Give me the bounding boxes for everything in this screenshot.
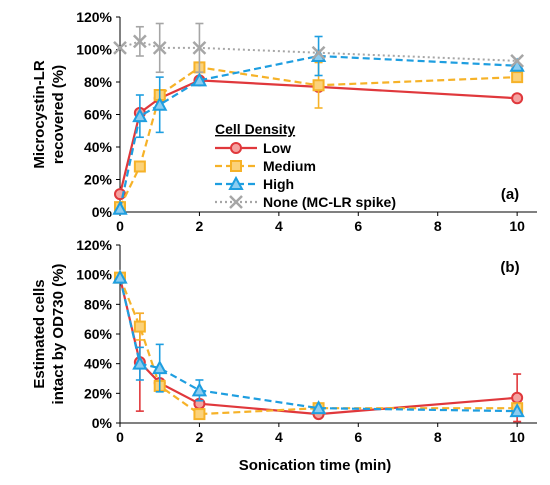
series-line <box>118 277 518 416</box>
x-tick-label: 8 <box>434 218 442 234</box>
x-tick-label: 10 <box>509 429 525 445</box>
data-point <box>310 400 327 415</box>
data-point <box>312 79 325 92</box>
data-point <box>192 40 207 55</box>
legend-label: Medium <box>263 158 316 174</box>
x-tick-label: 4 <box>275 429 283 445</box>
data-point <box>152 40 167 55</box>
y-tick-label: 120% <box>76 237 112 253</box>
series-medium <box>114 61 524 214</box>
series-high <box>112 269 525 418</box>
x-tick-label: 0 <box>116 429 124 445</box>
y-tick-label: 100% <box>76 42 112 58</box>
data-point <box>132 108 148 123</box>
data-point <box>112 269 128 284</box>
data-point <box>112 200 128 215</box>
legend-entry: Low <box>215 140 291 156</box>
x-tick-label: 8 <box>434 429 442 445</box>
data-point <box>509 403 525 418</box>
data-point <box>511 71 524 84</box>
y-tick-label: 60% <box>84 326 113 342</box>
data-point <box>152 96 168 111</box>
y-tick-label: 40% <box>84 356 113 372</box>
data-point <box>311 45 326 60</box>
data-point <box>191 382 208 397</box>
y-tick-label: 120% <box>76 9 112 25</box>
y-tick-label: 80% <box>84 296 113 312</box>
series-line <box>118 277 518 416</box>
panel-b: 0% 20% 40% 60% 80% 100% 120% 0 2 4 6 8 10 Estimated c… <box>31 237 537 445</box>
series-line <box>119 40 518 62</box>
data-point <box>132 34 147 49</box>
y-axis-title: intact by OD730 (%) <box>50 264 67 405</box>
y-tick-label: 0% <box>92 415 113 431</box>
data-point <box>152 360 168 375</box>
y-tick-label: 0% <box>92 204 113 220</box>
y-tick-label: 40% <box>84 139 113 155</box>
x-tick-label: 6 <box>354 429 362 445</box>
data-point <box>113 40 127 55</box>
data-point <box>193 408 206 421</box>
legend-label: None (MC-LR spike) <box>263 194 396 210</box>
x-axis-title: Sonication time (min) <box>239 457 392 474</box>
y-tick-label: 20% <box>84 172 113 188</box>
panel-a: 0% 20% 40% 60% 80% 100% 120% 0 2 4 6 8 10 Microcystin… <box>31 9 537 234</box>
legend-marker <box>229 195 243 209</box>
data-point <box>132 355 148 370</box>
series-none <box>113 22 525 74</box>
legend-marker <box>230 142 242 154</box>
series-low <box>114 271 524 423</box>
x-tick-label: 4 <box>275 218 283 234</box>
y-tick-label: 100% <box>76 267 112 283</box>
data-point <box>511 92 524 105</box>
legend-entry: None (MC-LR spike) <box>215 194 396 210</box>
data-point <box>511 391 524 404</box>
y-tick-label: 60% <box>84 107 113 123</box>
panel-label: (b) <box>500 259 519 276</box>
panel-label: (a) <box>501 186 519 203</box>
y-tick-label: 80% <box>84 74 113 90</box>
legend-marker <box>228 175 244 190</box>
x-tick-label: 2 <box>196 218 204 234</box>
legend-label: High <box>263 176 294 192</box>
y-tick-label: 20% <box>84 385 113 401</box>
data-point <box>510 53 525 68</box>
series-line <box>118 277 518 413</box>
y-axis-title: recovered (%) <box>50 65 67 164</box>
y-axis-title: Microcystin-LR <box>31 60 48 169</box>
x-tick-label: 2 <box>196 429 204 445</box>
series-medium <box>114 271 524 421</box>
data-point <box>191 72 208 87</box>
legend-label: Low <box>263 140 291 156</box>
legend: Cell Density Low Medium High None (MC-LR spi… <box>215 121 396 210</box>
series-high <box>112 35 525 215</box>
legend-marker <box>230 160 242 172</box>
series-line <box>119 66 518 208</box>
x-tick-label: 0 <box>116 218 124 234</box>
legend-entry: Medium <box>215 158 316 174</box>
data-point <box>133 160 146 173</box>
y-axis-title: Estimated cells <box>31 279 48 388</box>
legend-title: Cell Density <box>215 121 295 137</box>
legend-entry: High <box>215 175 294 192</box>
data-point <box>133 320 146 333</box>
series-line <box>118 54 518 209</box>
x-tick-label: 10 <box>509 218 525 234</box>
x-tick-label: 6 <box>354 218 362 234</box>
